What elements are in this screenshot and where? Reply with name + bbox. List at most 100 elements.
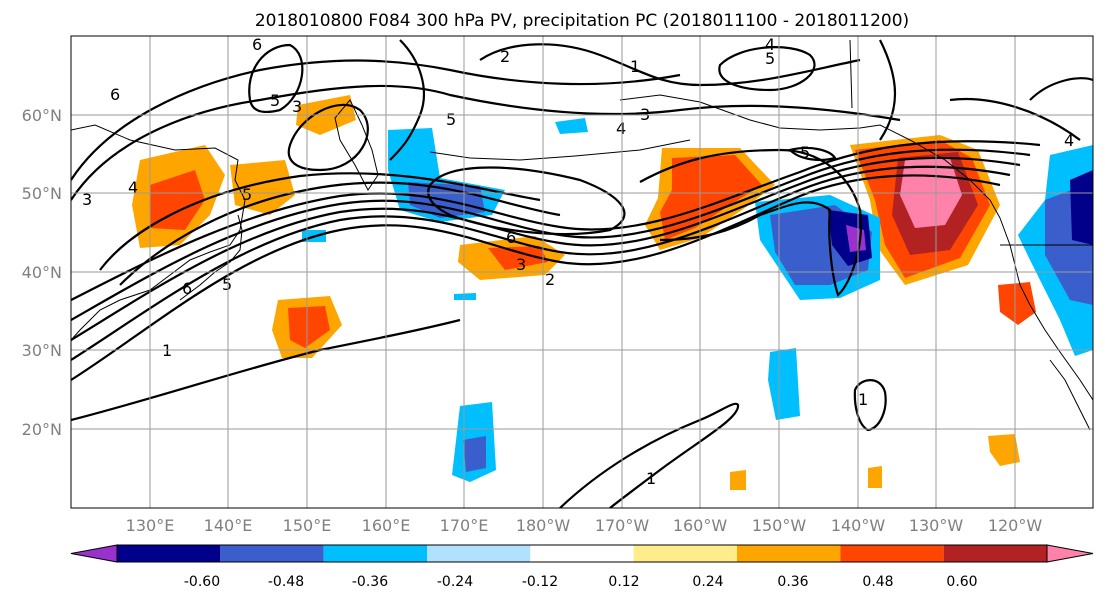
contour-label: 1 — [630, 57, 640, 76]
colorbar-tick-label: 0.36 — [777, 574, 808, 590]
coastline-aleutians — [429, 139, 691, 161]
colorbar-tick-label: -0.48 — [268, 574, 304, 590]
longitude-labels: 130°E 140°E 150°E 160°E 170°E 180°W 170°… — [126, 516, 1043, 535]
contour-label: 3 — [516, 255, 526, 274]
precip-blob — [454, 293, 476, 300]
precip-blob — [555, 118, 588, 134]
precip-blob — [1070, 170, 1093, 245]
precip-blob — [730, 470, 746, 490]
pv-contour-labels: 6 2 4 5 1 5 3 4 3 5 4 5 6 3 2 5 6 5 1 4 — [82, 35, 1074, 488]
contour-label: 3 — [82, 190, 92, 209]
lon-label: 160°E — [362, 516, 411, 535]
colorbar: -0.60 -0.48 -0.36 -0.24 -0.12 0.12 0.24 … — [70, 544, 1094, 590]
coastline-alaska-interior-border — [849, 39, 853, 109]
pv-contour — [71, 156, 1021, 341]
lon-label: 140°W — [831, 516, 886, 535]
precip-blob — [488, 246, 548, 270]
colorbar-tick-labels: -0.60 -0.48 -0.36 -0.24 -0.12 0.12 0.24 … — [184, 574, 978, 590]
pv-contour — [1029, 77, 1093, 101]
lat-label: 40°N — [22, 263, 62, 282]
colorbar-tick-label: -0.36 — [352, 574, 388, 590]
map-title: 2018010800 F084 300 hPa PV, precipitatio… — [255, 11, 909, 31]
colorbar-tick-label: -0.24 — [437, 574, 473, 590]
contour-label: 3 — [292, 97, 302, 116]
precip-blob — [998, 282, 1036, 325]
coastline-mexico — [1049, 359, 1091, 431]
lat-label: 20°N — [22, 420, 62, 439]
lon-label: 140°E — [204, 516, 253, 535]
contour-label: 4 — [765, 35, 775, 54]
colorbar-tick-label: 0.24 — [692, 574, 723, 590]
precip-blob — [150, 170, 205, 230]
contour-label: 6 — [252, 35, 262, 54]
latitude-labels: 60°N 50°N 40°N 30°N 20°N — [22, 106, 62, 439]
contour-label: 5 — [446, 110, 456, 129]
pv-contour — [639, 148, 863, 297]
lon-label: 120°W — [988, 516, 1043, 535]
lon-label: 130°E — [126, 516, 175, 535]
colorbar-extend-right — [1046, 544, 1094, 563]
colorbar-swatches — [70, 544, 1094, 563]
contour-label: 2 — [545, 270, 555, 289]
colorbar-tick-label: -0.60 — [184, 574, 220, 590]
pv-contour — [287, 103, 369, 172]
contour-label: 6 — [506, 228, 516, 247]
pv-contour — [479, 43, 861, 87]
colorbar-tick-label: 0.48 — [862, 574, 893, 590]
contour-label: 5 — [800, 143, 810, 162]
graticule — [71, 36, 1093, 508]
lon-label: 170°W — [595, 516, 650, 535]
colorbar-tick-label: -0.12 — [522, 574, 558, 590]
contour-label: 1 — [646, 469, 656, 488]
pv-contour — [559, 402, 740, 508]
contour-label: 6 — [182, 279, 192, 298]
pv-contour — [71, 140, 1041, 301]
precip-blob — [288, 306, 330, 348]
pv-contour — [248, 43, 304, 114]
lat-label: 30°N — [22, 341, 62, 360]
lat-label: 60°N — [22, 106, 62, 125]
lon-label: 180°W — [516, 516, 571, 535]
precip-blob — [988, 434, 1020, 466]
pv-contour — [71, 318, 461, 422]
lon-label: 130°W — [909, 516, 964, 535]
precip-blob — [660, 155, 762, 240]
colorbar-extend-left — [70, 544, 118, 563]
coastline-north-america-west — [999, 217, 1093, 401]
map-frame — [70, 35, 1094, 509]
lon-label: 150°W — [752, 516, 807, 535]
pv-contour — [879, 39, 896, 141]
coastline-asia — [71, 124, 246, 341]
map-panel: 6 2 4 5 1 5 3 4 3 5 4 5 6 3 2 5 6 5 1 4 — [70, 35, 1094, 509]
colorbar-swatch — [633, 545, 737, 562]
contour-label: 6 — [110, 85, 120, 104]
contour-label: 2 — [500, 47, 510, 66]
colorbar-swatch — [737, 545, 841, 562]
colorbar-tick-label: 0.60 — [946, 574, 977, 590]
colorbar-frame — [116, 544, 1048, 563]
contour-label: 5 — [222, 275, 232, 294]
contour-label: 4 — [616, 119, 626, 138]
colorbar-swatch — [220, 545, 324, 562]
contour-label: 4 — [128, 178, 138, 197]
lon-label: 150°E — [283, 516, 332, 535]
pv-contour — [787, 146, 837, 161]
colorbar-swatch — [840, 545, 944, 562]
colorbar-swatch — [427, 545, 531, 562]
lon-label: 170°E — [440, 516, 489, 535]
pv-contour — [718, 46, 816, 92]
contour-label: 4 — [1064, 131, 1074, 150]
colorbar-swatch — [117, 545, 221, 562]
contour-label: 5 — [765, 49, 775, 68]
coastline-kamchatka — [334, 99, 379, 191]
contour-label: 5 — [242, 185, 252, 204]
precip-blob — [768, 348, 800, 420]
colorbar-swatch — [943, 545, 1047, 562]
contour-label: 1 — [858, 390, 868, 409]
precip-blob — [230, 160, 295, 215]
pv-contour — [427, 166, 626, 236]
pv-contour — [99, 172, 541, 271]
pv-contour — [119, 181, 561, 286]
contour-label: 5 — [270, 91, 280, 110]
